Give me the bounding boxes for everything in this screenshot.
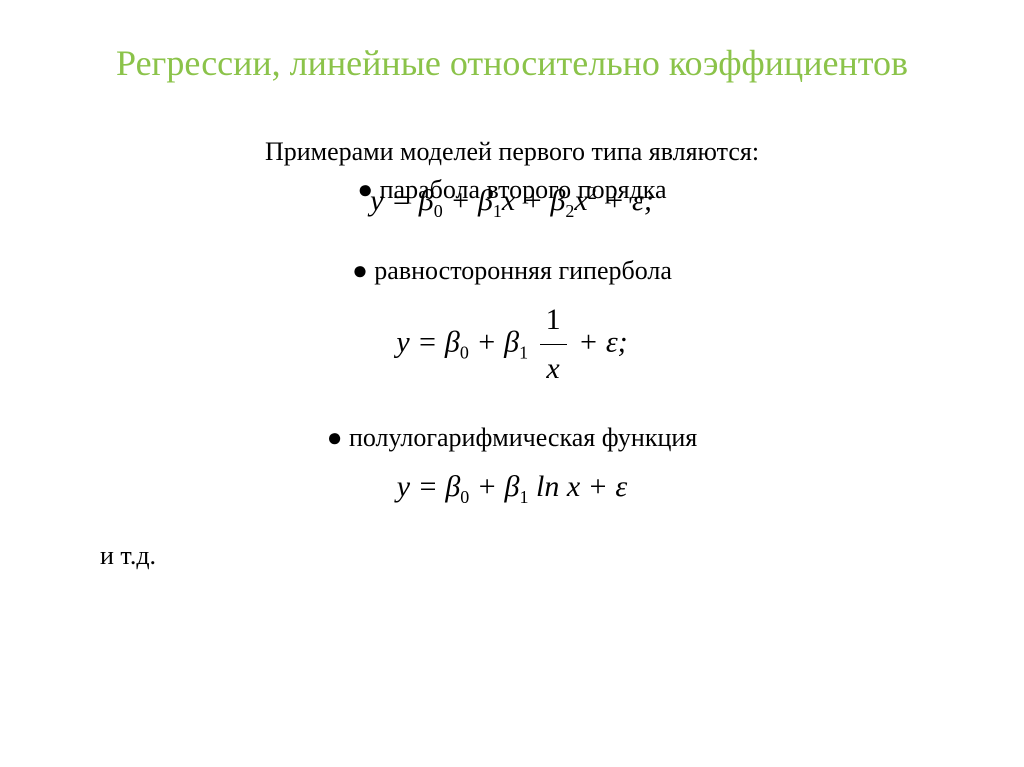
intro-text: Примерами моделей первого типа являются:: [100, 137, 924, 167]
slide-title: Регрессии, линейные относительно коэффиц…: [100, 40, 924, 87]
bullet-hyperbola: ● равносторонняя гипербола: [100, 256, 924, 286]
formula-parabola: y = β0 + β1x + β2x2 + ε;: [100, 177, 924, 226]
formula-hyperbola: y = β0 + β1 1x + ε;: [100, 296, 924, 393]
bullet-semilog: ● полулогарифмическая функция: [100, 423, 924, 453]
footer-text: и т.д.: [100, 541, 924, 571]
formula-semilog: y = β0 + β1 ln x + ε: [100, 463, 924, 512]
